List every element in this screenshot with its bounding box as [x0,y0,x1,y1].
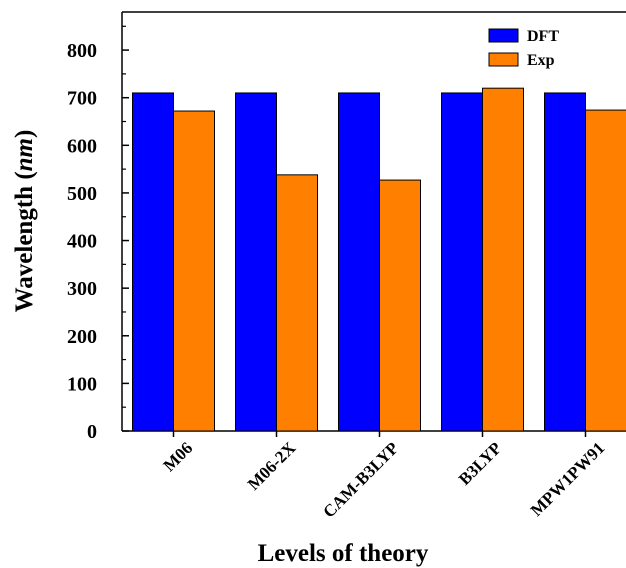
bar-dft-b3lyp [441,92,483,432]
x-axis-label: Levels of theory [258,540,429,567]
legend: DFT Exp [488,28,559,69]
y-tick-label: 400 [67,231,97,253]
bar-dft-mpw1pw91 [544,92,586,432]
x-tick-label: B3LYP [455,438,505,488]
legend-label-dft: DFT [527,28,559,45]
bar-exp-b3lyp [482,87,524,432]
bar-dft-m06 [132,92,174,432]
y-tick-label: 200 [67,326,97,348]
x-tick-label: MPW1PW91 [527,438,609,520]
y-axis: 0 100 200 300 400 500 600 700 800 [67,25,129,443]
y-tick-label: 0 [87,421,97,443]
bar-dft-m06-2x [235,92,277,432]
y-tick-label: 800 [67,40,97,62]
y-tick-label: 100 [67,373,97,395]
x-tick-label: CAM-B3LYP [319,438,402,521]
y-axis-label: Wavelength (nm) [11,130,38,313]
bar-exp-mpw1pw91 [585,109,626,432]
bar-exp-cam-b3lyp [379,179,421,432]
x-axis: M06 M06-2X CAM-B3LYP B3LYP MPW1PW91 [160,431,609,522]
bar-dft-cam-b3lyp [338,92,380,432]
x-tick-label: M06 [160,438,197,475]
y-tick-label: 700 [67,88,97,110]
legend-swatch-exp [488,52,519,67]
y-tick-label: 500 [67,183,97,205]
bar-exp-m06 [173,110,215,432]
bar-group [132,87,626,432]
legend-swatch-dft [488,28,519,43]
y-tick-label: 300 [67,278,97,300]
y-tick-label: 600 [67,135,97,157]
x-tick-label: M06-2X [244,438,300,494]
bar-exp-m06-2x [276,174,318,432]
legend-label-exp: Exp [527,52,555,69]
